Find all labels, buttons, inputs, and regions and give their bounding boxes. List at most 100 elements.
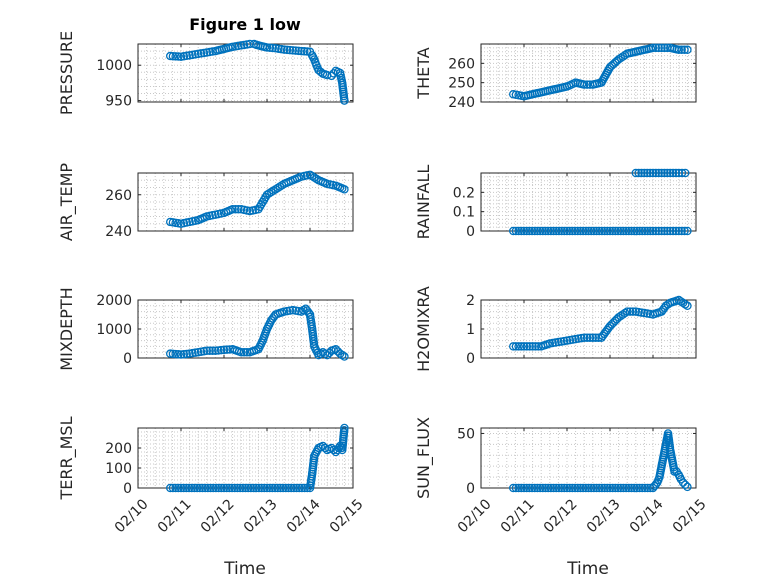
data-point	[557, 226, 566, 236]
data-point	[592, 483, 601, 493]
data-point	[648, 43, 658, 53]
data-point	[595, 483, 604, 493]
y-axis-label: SUN_FLUX	[414, 417, 434, 499]
data-point	[660, 168, 669, 178]
y-tick-label: 240	[105, 224, 132, 240]
data-point	[246, 483, 256, 493]
data-point	[294, 483, 304, 493]
data-point	[620, 308, 630, 318]
data-point	[585, 333, 595, 342]
x-axis-label-right: Time	[566, 559, 609, 579]
data-point	[674, 45, 684, 55]
data-point	[511, 226, 521, 236]
subplot-theta: 240 250 260 THETA	[414, 43, 697, 111]
data-point	[316, 67, 325, 77]
data-point	[249, 483, 258, 493]
data-point	[570, 483, 580, 493]
plot-area	[138, 428, 353, 488]
data-point	[168, 483, 178, 493]
data-point	[616, 53, 626, 63]
data-point	[278, 483, 288, 493]
data-point	[195, 483, 205, 493]
data-point	[597, 226, 607, 236]
x-tick-label: 02/12	[198, 496, 238, 536]
y-tick-label: 50	[457, 426, 475, 442]
data-point	[589, 226, 599, 236]
data-point	[678, 478, 688, 487]
y-axis-label: PRESSURE	[57, 31, 76, 115]
y-tick-label: 200	[105, 441, 132, 457]
data-point	[288, 46, 298, 55]
data-point	[616, 226, 626, 236]
data-point	[225, 483, 234, 493]
data-point	[508, 226, 518, 236]
data-point	[552, 226, 561, 236]
data-point	[582, 80, 592, 89]
series-markers	[508, 429, 692, 493]
data-point	[568, 226, 577, 236]
data-point	[519, 483, 529, 493]
data-point	[174, 483, 183, 493]
y-tick-label: 0	[466, 351, 475, 367]
data-point	[184, 483, 194, 493]
data-point	[640, 483, 650, 493]
data-point	[517, 226, 526, 236]
data-point	[525, 342, 534, 351]
data-point	[533, 226, 542, 236]
data-point	[340, 96, 349, 105]
x-tick-label: 02/11	[498, 496, 538, 536]
data-point	[331, 345, 341, 354]
data-point	[292, 483, 301, 493]
data-point	[182, 349, 191, 359]
data-point	[238, 483, 248, 493]
figure-title: Figure 1 low	[189, 15, 301, 34]
data-point	[605, 483, 615, 493]
data-point	[228, 204, 237, 214]
data-point	[231, 204, 240, 214]
data-point	[508, 342, 518, 351]
data-point	[640, 168, 649, 178]
data-point	[276, 483, 285, 493]
y-tick-label: 0	[466, 224, 475, 240]
data-point	[586, 226, 596, 236]
plot-area	[481, 173, 696, 231]
y-axis-label: RAINFALL	[414, 165, 433, 240]
y-axis-label: AIR_TEMP	[57, 163, 77, 241]
data-point	[573, 483, 583, 493]
data-point	[578, 483, 588, 493]
data-point	[171, 483, 180, 493]
data-point	[517, 342, 526, 351]
data-point	[533, 483, 542, 493]
data-point	[681, 168, 690, 178]
data-point	[541, 226, 550, 236]
y-tick-label: 0.1	[453, 205, 475, 221]
data-point	[661, 301, 671, 311]
data-point	[535, 483, 545, 493]
axes-frame	[137, 43, 354, 103]
data-point	[674, 226, 684, 236]
data-point	[329, 445, 338, 455]
data-point	[562, 483, 572, 493]
data-point	[275, 182, 285, 191]
data-point	[522, 342, 532, 351]
data-point	[538, 226, 548, 236]
data-point	[270, 483, 280, 493]
data-point	[683, 226, 692, 236]
data-point	[624, 226, 634, 236]
data-point	[511, 342, 521, 351]
x-tick-label: 02/13	[241, 496, 281, 536]
data-point	[657, 168, 666, 178]
data-point	[211, 483, 221, 493]
data-point	[519, 226, 529, 236]
data-point	[262, 483, 272, 493]
data-point	[530, 483, 540, 493]
data-point	[573, 226, 583, 236]
data-point	[629, 226, 639, 236]
data-point	[565, 226, 574, 236]
data-point	[570, 226, 580, 236]
data-point	[614, 313, 623, 322]
data-point	[668, 168, 678, 178]
series-markers	[165, 304, 349, 361]
data-point	[543, 226, 553, 236]
